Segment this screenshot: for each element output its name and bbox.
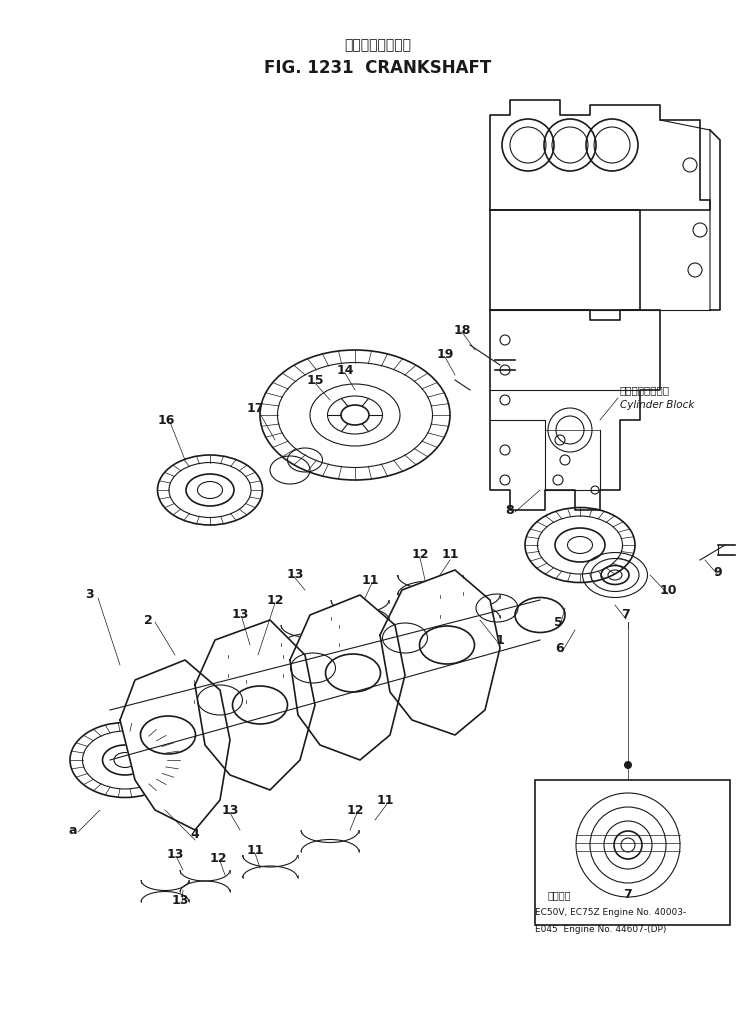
Text: 11: 11 — [246, 844, 264, 857]
Text: 14: 14 — [336, 363, 354, 376]
Text: 18: 18 — [454, 323, 471, 337]
Text: 12: 12 — [411, 549, 429, 562]
Text: 19: 19 — [436, 349, 454, 362]
Text: 10: 10 — [659, 583, 677, 596]
Text: 13: 13 — [231, 608, 249, 622]
Polygon shape — [380, 570, 500, 735]
Text: 12: 12 — [209, 852, 227, 865]
Polygon shape — [290, 595, 405, 760]
Text: 11: 11 — [376, 794, 394, 806]
Text: FIG. 1231  CRANKSHAFT: FIG. 1231 CRANKSHAFT — [265, 59, 491, 77]
Text: クランクシャフト: クランクシャフト — [345, 38, 411, 52]
Text: 4: 4 — [191, 828, 200, 842]
Text: 16: 16 — [157, 414, 175, 427]
Text: 1: 1 — [496, 634, 504, 647]
Text: 9: 9 — [714, 566, 722, 579]
Text: 7: 7 — [624, 888, 632, 901]
Text: 6: 6 — [556, 642, 564, 654]
Text: 適用底柠: 適用底柠 — [548, 890, 572, 900]
Text: シリンダブロック: シリンダブロック — [620, 385, 670, 395]
Text: 8: 8 — [506, 504, 514, 516]
Text: EC50V, EC75Z Engine No. 40003-: EC50V, EC75Z Engine No. 40003- — [535, 908, 686, 917]
Text: Cylinder Block: Cylinder Block — [620, 400, 694, 410]
Text: 3: 3 — [85, 588, 94, 601]
Text: 13: 13 — [172, 893, 189, 907]
Text: 13: 13 — [222, 803, 239, 816]
Polygon shape — [195, 620, 315, 790]
Text: 7: 7 — [621, 608, 631, 622]
Text: 13: 13 — [166, 849, 184, 862]
Text: 2: 2 — [144, 613, 153, 627]
Circle shape — [624, 760, 632, 769]
Text: 13: 13 — [287, 569, 304, 581]
Text: 5: 5 — [553, 615, 562, 629]
Text: 12: 12 — [346, 803, 364, 816]
Polygon shape — [120, 660, 230, 830]
Text: 11: 11 — [442, 549, 459, 562]
Bar — [535, 780, 730, 925]
Text: 17: 17 — [246, 402, 264, 415]
Text: 15: 15 — [306, 373, 324, 386]
Text: 11: 11 — [361, 574, 379, 586]
Text: 12: 12 — [266, 593, 284, 606]
Text: E045  Engine No. 44607-(DP): E045 Engine No. 44607-(DP) — [535, 925, 666, 934]
Text: a: a — [69, 823, 77, 837]
